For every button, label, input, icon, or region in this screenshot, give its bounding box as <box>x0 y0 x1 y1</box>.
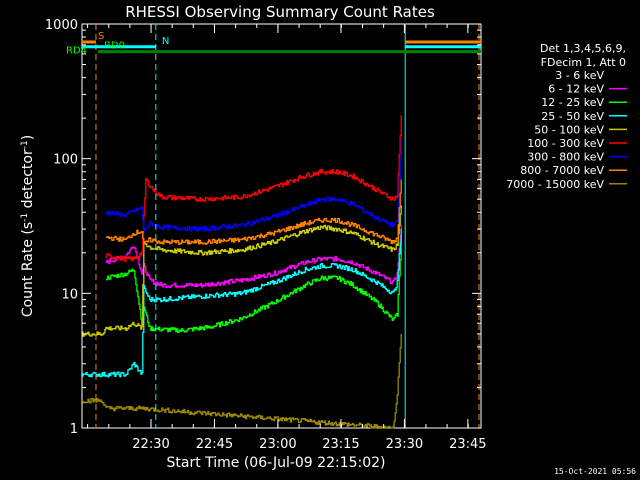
y-label-part2: detector <box>20 149 36 213</box>
plot-area <box>81 23 482 429</box>
chart-title: RHESSI Observing Summary Count Rates <box>125 3 435 21</box>
x-tick-label: 23:45 <box>449 437 486 452</box>
state-label-n: N <box>162 36 169 47</box>
series-800-7000-kev <box>105 179 402 245</box>
legend-label-25-50-kev: 25 - 50 keV <box>541 110 604 123</box>
series-100-300-kev <box>105 115 402 262</box>
legend: Det 1,3,4,5,6,9, FDecim 1, Att 0 3 - 6 k… <box>506 42 627 191</box>
y-tick-label: 1 <box>70 422 78 437</box>
state-label-rd4: RD4 <box>66 45 87 56</box>
state-bar-layer: S N RD0 RD4 <box>66 31 481 56</box>
series-12-25-kev <box>105 239 402 334</box>
series-6-12-kev <box>105 225 402 289</box>
x-axis-label: Start Time (06-Jul-09 22:15:02) <box>166 455 385 471</box>
legend-label-300-800-kev: 300 - 800 keV <box>527 151 604 164</box>
series-3-6-kev <box>105 233 402 303</box>
y-tick-label: 10 <box>61 287 78 302</box>
y-label-sup2: -1 <box>20 140 30 149</box>
y-axis-label: Count Rate (s-1 detector-1) <box>20 135 36 317</box>
x-tick-label: 23:15 <box>322 437 359 452</box>
y-tick-label: 1000 <box>45 18 78 33</box>
state-label-s: S <box>98 31 104 42</box>
legend-label-800-7000-kev: 800 - 7000 keV <box>520 164 604 177</box>
y-label-part3: ) <box>20 135 36 140</box>
y-label-sup1: -1 <box>20 213 30 222</box>
x-tick-label: 23:00 <box>259 437 296 452</box>
marker-layer <box>95 24 480 428</box>
series-300-800-kev <box>105 139 402 232</box>
legend-label-50-100-kev: 50 - 100 keV <box>534 123 604 136</box>
legend-label-6-12-kev: 6 - 12 keV <box>548 83 604 96</box>
timestamp: 15-Oct-2021 05:56 <box>554 467 636 476</box>
legend-label-100-300-kev: 100 - 300 keV <box>527 137 604 150</box>
legend-label-12-25-kev: 12 - 25 keV <box>541 96 604 109</box>
legend-header-line2: FDecim 1, Att 0 <box>541 56 626 69</box>
x-tick-label: 22:30 <box>132 437 169 452</box>
legend-label-7000-15000-kev: 7000 - 15000 keV <box>506 178 604 191</box>
series-layer <box>82 115 402 429</box>
series-50-100-kev <box>82 205 402 337</box>
y-label-part1: Count Rate (s <box>20 222 36 317</box>
series-25-50-kev <box>82 229 402 378</box>
legend-header-line1: Det 1,3,4,5,6,9, <box>540 42 626 55</box>
x-axis: 22:30 22:45 23:00 23:15 23:30 23:45 <box>87 24 487 452</box>
y-axis: 1 10 100 1000 <box>45 18 481 437</box>
legend-label-3-6-kev: 3 - 6 keV <box>555 69 604 82</box>
series-7000-15000-kev <box>82 333 402 429</box>
plot-frame <box>81 23 482 429</box>
x-tick-label: 23:30 <box>386 437 423 452</box>
y-tick-label: 100 <box>53 153 78 168</box>
state-label-rd0: RD0 <box>104 41 125 52</box>
x-tick-label: 22:45 <box>196 437 233 452</box>
